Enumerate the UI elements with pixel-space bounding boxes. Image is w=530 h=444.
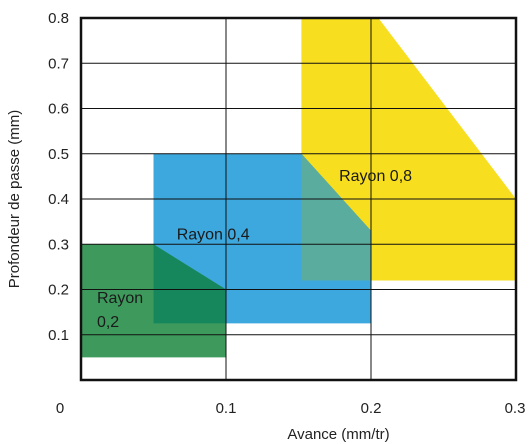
x-tick-label: 0.3	[505, 400, 526, 417]
labels-layer: Rayon 0,8 Rayon 0,4 Rayon 0,2	[97, 168, 412, 331]
region-label-line: Rayon	[97, 290, 143, 307]
ticks-layer: 0 0.1 0.2 0.3 0.1 0.2 0.3 0.4 0.5 0.6 0.7 0.8	[48, 10, 525, 417]
grid-layer	[81, 18, 516, 380]
y-tick-label: 0.3	[48, 236, 69, 253]
y-tick-label: 0.7	[48, 55, 69, 72]
region-label-line: Rayon 0,4	[177, 227, 250, 244]
plot-frame	[79, 16, 518, 382]
y-axis-title: Profondeur de passe (mm)	[6, 110, 23, 288]
y-tick-label: 0.5	[48, 146, 69, 163]
region-label-rayon-0-4: Rayon 0,4	[177, 227, 250, 244]
region-label-rayon-0-2: Rayon 0,2	[97, 290, 143, 331]
regions-layer	[81, 18, 516, 358]
y-tick-label: 0.8	[48, 10, 69, 27]
x-axis-title: Avance (mm/tr)	[287, 426, 389, 443]
x-tick-label: 0.1	[216, 400, 237, 417]
y-tick-label: 0.1	[48, 327, 69, 344]
overlap-0.2-0.4	[153, 244, 226, 324]
x-tick-label: 0	[56, 400, 64, 417]
y-tick-label: 0.4	[48, 191, 69, 208]
region-label-line: 0,2	[97, 314, 119, 331]
overlap-0.4-0.8	[301, 153, 371, 281]
region-label-rayon-0-8: Rayon 0,8	[339, 168, 412, 185]
y-tick-label: 0.6	[48, 101, 69, 118]
region-label-line: Rayon 0,8	[339, 168, 412, 185]
y-tick-label: 0.2	[48, 282, 69, 299]
x-tick-label: 0.2	[361, 400, 382, 417]
